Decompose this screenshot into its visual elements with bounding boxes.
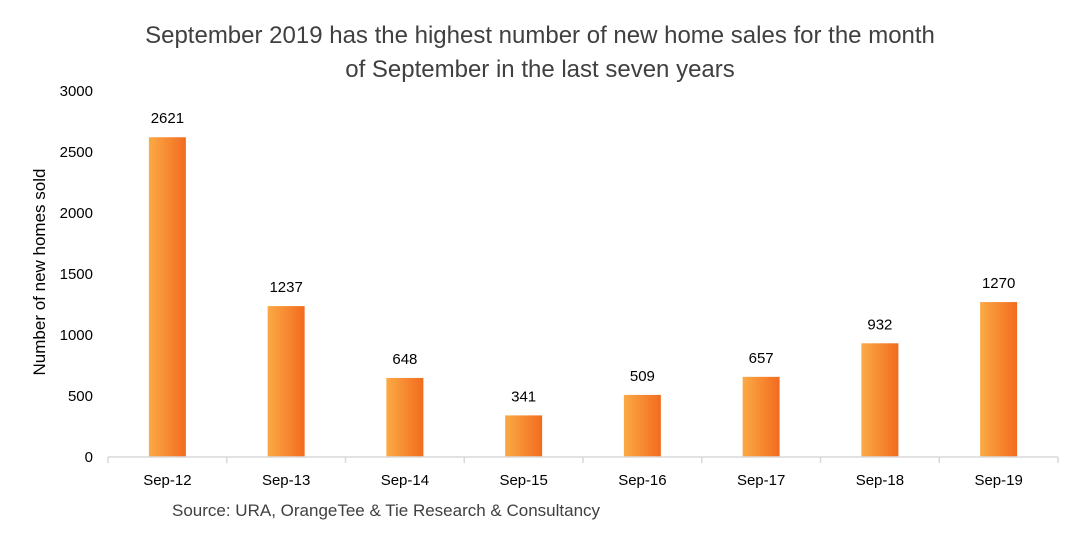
chart-title-line-2: of September in the last seven years [345, 56, 735, 83]
data-label: 648 [392, 351, 417, 368]
data-label: 657 [749, 350, 774, 367]
x-axis-ticks: Sep-12 Sep-13 Sep-14 Sep-15 Sep-16 Sep-17 Sep-… [107, 457, 1059, 489]
data-label: 509 [630, 368, 655, 385]
source-note: Source: URA, OrangeTee & Tie Research & … [172, 501, 601, 520]
x-tick-label: Sep-15 [499, 472, 547, 489]
y-tick-label: 500 [68, 388, 93, 405]
bar-sep-12 [148, 137, 186, 457]
bars-group [148, 137, 1018, 457]
data-label: 341 [511, 388, 536, 405]
bar-sep-14 [386, 377, 424, 457]
x-tick-label: Sep-19 [974, 472, 1022, 489]
x-tick-label: Sep-16 [618, 472, 666, 489]
x-tick-label: Sep-18 [856, 472, 904, 489]
bar-sep-17 [742, 376, 780, 457]
y-tick-label: 3000 [60, 83, 93, 100]
data-labels-group: 2621 1237 648 341 509 657 932 1270 [151, 110, 1016, 405]
y-tick-label: 2500 [60, 144, 93, 161]
y-tick-label: 1000 [60, 327, 93, 344]
data-label: 2621 [151, 110, 184, 127]
x-tick-label: Sep-12 [143, 472, 191, 489]
y-tick-label: 0 [85, 449, 93, 466]
bar-sep-16 [623, 394, 661, 457]
data-label: 1270 [982, 275, 1015, 292]
bar-sep-18 [861, 343, 899, 457]
x-tick-label: Sep-13 [262, 472, 310, 489]
x-tick-label: Sep-17 [737, 472, 785, 489]
y-tick-label: 1500 [60, 266, 93, 283]
chart-title-line-1: September 2019 has the highest number of… [145, 22, 935, 49]
bar-sep-15 [505, 415, 543, 457]
bar-sep-19 [980, 302, 1018, 457]
y-tick-label: 2000 [60, 205, 93, 222]
bar-sep-13 [267, 306, 305, 457]
x-tick-label: Sep-14 [381, 472, 429, 489]
data-label: 1237 [269, 279, 302, 296]
y-axis-ticks: 0 500 1000 1500 2000 2500 3000 [60, 83, 93, 466]
data-label: 932 [867, 316, 892, 333]
y-axis-title: Number of new homes sold [30, 169, 49, 376]
